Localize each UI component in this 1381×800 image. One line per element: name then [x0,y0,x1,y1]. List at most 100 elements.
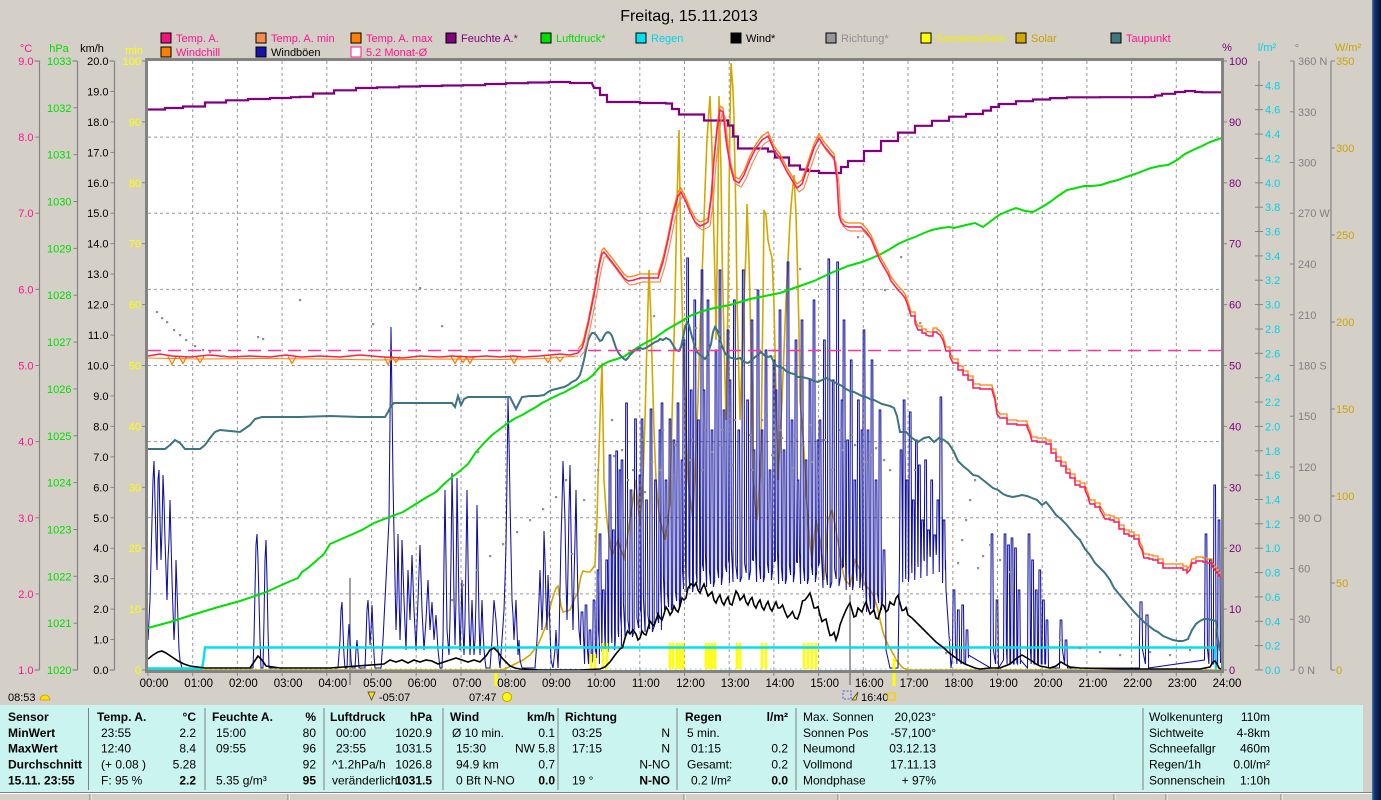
svg-text:08:53: 08:53 [8,692,36,704]
svg-text:06:00: 06:00 [408,678,437,690]
svg-text:Sonnenschein: Sonnenschein [1149,774,1225,788]
svg-text:0.0: 0.0 [771,774,788,788]
svg-text:2.0: 2.0 [18,589,33,601]
svg-text:03:25: 03:25 [572,726,602,740]
svg-text:°C: °C [183,710,197,724]
svg-text:Taupunkt: Taupunkt [1126,33,1171,45]
svg-text:18.0: 18.0 [87,117,108,129]
svg-text:1027: 1027 [47,337,71,349]
svg-text:9.0: 9.0 [93,391,108,403]
svg-text:10: 10 [1229,604,1241,616]
svg-text:150: 150 [1336,404,1354,416]
svg-text:12:40: 12:40 [101,742,131,756]
svg-text:70: 70 [1229,239,1241,251]
svg-text:Sichtweite: Sichtweite [1149,726,1204,740]
svg-text:17:15: 17:15 [572,742,602,756]
svg-text:+ 97%: + 97% [902,774,937,788]
svg-text:95: 95 [303,774,317,788]
svg-text:15:00: 15:00 [216,726,246,740]
svg-text:Sonnen Pos: Sonnen Pos [803,726,868,740]
svg-text:10:00: 10:00 [587,678,616,690]
svg-text:2.2: 2.2 [179,774,196,788]
svg-text:10: 10 [129,604,141,616]
svg-text:0: 0 [1336,665,1342,677]
svg-text:Gesamt:: Gesamt: [687,758,732,772]
svg-text:80: 80 [303,726,317,740]
svg-text:70: 70 [129,239,141,251]
svg-text:0.8: 0.8 [1265,568,1280,580]
svg-text:18:00: 18:00 [944,678,973,690]
svg-text:40: 40 [1229,421,1241,433]
svg-text:6.0: 6.0 [18,284,33,296]
svg-text:14.0: 14.0 [87,239,108,251]
svg-text:N: N [661,726,670,740]
svg-text:4-8km: 4-8km [1237,726,1270,740]
svg-text:Schneefallgr: Schneefallgr [1149,742,1216,756]
svg-text:hPa: hPa [410,710,432,724]
svg-text:1031.5: 1031.5 [395,742,432,756]
svg-text:4.0: 4.0 [1265,178,1280,190]
svg-text:5 min.: 5 min. [687,726,720,740]
svg-text:350: 350 [1336,56,1354,68]
svg-text:2.0: 2.0 [1265,421,1280,433]
svg-text:40: 40 [129,421,141,433]
svg-text:20,023°: 20,023° [894,710,936,724]
svg-text:50: 50 [129,361,141,373]
svg-text:veränderlich: veränderlich [332,774,397,788]
svg-text:1021: 1021 [47,618,71,630]
svg-text:0: 0 [1229,665,1235,677]
svg-text:10.0: 10.0 [87,361,108,373]
svg-text:0.0: 0.0 [1265,665,1280,677]
svg-text:Regen: Regen [685,710,722,724]
svg-text:20: 20 [129,543,141,555]
svg-text:100: 100 [123,56,141,68]
svg-text:°: ° [1295,43,1299,55]
svg-text:180 S: 180 S [1298,361,1327,373]
svg-text:1:10h: 1:10h [1240,774,1270,788]
svg-text:l/m²: l/m² [1258,42,1277,54]
svg-text:14:00: 14:00 [766,678,795,690]
svg-text:l/m²: l/m² [767,710,788,724]
svg-text:04:00: 04:00 [318,678,347,690]
svg-text:Solar: Solar [1031,33,1057,45]
svg-text:300: 300 [1298,158,1316,170]
svg-text:1031.5: 1031.5 [395,774,432,788]
svg-text:4.0: 4.0 [18,437,33,449]
svg-text:90: 90 [1229,117,1241,129]
svg-text:^1.2hPa/h: ^1.2hPa/h [332,758,386,772]
svg-text:1026: 1026 [47,384,71,396]
svg-text:300: 300 [1336,143,1354,155]
svg-text:17:00: 17:00 [900,678,929,690]
svg-text:1033: 1033 [47,56,71,68]
svg-text:Sensor: Sensor [8,710,49,724]
svg-text:90 O: 90 O [1298,513,1322,525]
svg-text:0.2 l/m²: 0.2 l/m² [691,774,731,788]
svg-text:km/h: km/h [527,710,555,724]
svg-text:%: % [305,710,316,724]
svg-text:1030: 1030 [47,197,71,209]
svg-text:1025: 1025 [47,431,71,443]
svg-text:N-NO: N-NO [639,774,670,788]
svg-text:5.0: 5.0 [18,361,33,373]
svg-text:80: 80 [1229,178,1241,190]
svg-text:Sonnenschein: Sonnenschein [936,33,1006,45]
svg-text:0 N: 0 N [1298,665,1315,677]
svg-text:0 Bft N-NO: 0 Bft N-NO [456,774,515,788]
svg-text:1031: 1031 [47,150,71,162]
svg-text:90: 90 [129,117,141,129]
svg-text:20:00: 20:00 [1034,678,1063,690]
svg-text:2.0: 2.0 [93,604,108,616]
svg-text:08:00: 08:00 [497,678,526,690]
svg-text:Temp. A.: Temp. A. [97,710,146,724]
svg-text:km/h: km/h [80,43,104,55]
svg-text:NW 5.8: NW 5.8 [515,742,555,756]
svg-text:11.0: 11.0 [88,330,109,342]
svg-text:MinWert: MinWert [8,726,55,740]
svg-text:2.2: 2.2 [179,726,196,740]
svg-text:1024: 1024 [47,478,71,490]
svg-text:03.12.13: 03.12.13 [889,742,936,756]
svg-text:240: 240 [1298,259,1316,271]
svg-text:(+ 0.08 ): (+ 0.08 ) [101,758,146,772]
svg-text:Durchschnitt: Durchschnitt [8,758,82,772]
svg-text:6.0: 6.0 [93,482,108,494]
